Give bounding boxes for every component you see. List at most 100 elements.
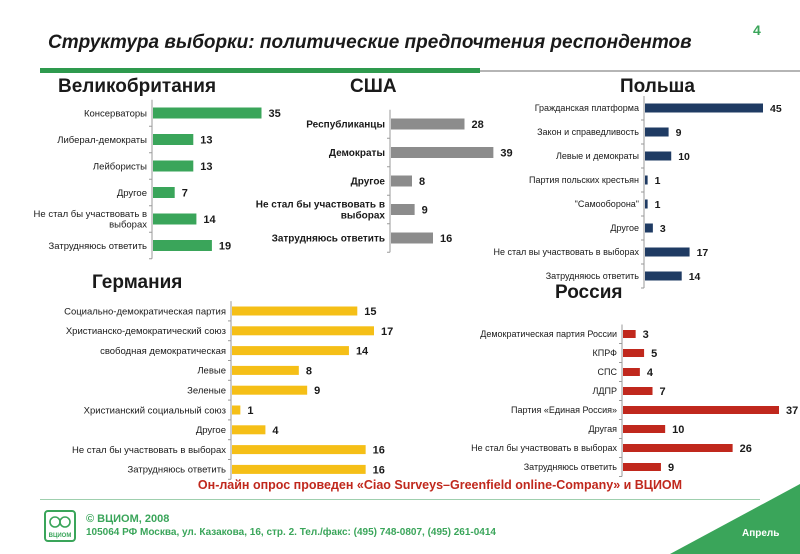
value-label: 4 — [272, 425, 279, 437]
chart-uk: Консерваторы 35 Либерал-демократы 13 Лейбори… — [34, 99, 281, 260]
bar-germany-0 — [232, 306, 358, 316]
chart-russia: Демократическая партия России 3 КПРФ 5 СПС 4 Л… — [471, 324, 798, 477]
bar-uk-1 — [153, 134, 194, 145]
value-label: 8 — [419, 176, 425, 188]
bar-russia-5 — [623, 425, 666, 433]
value-label: 9 — [668, 462, 674, 474]
bar-germany-6 — [232, 425, 266, 435]
bar-russia-1 — [623, 349, 645, 357]
category-label: Не стал бы участвовать в выборах — [34, 209, 148, 230]
value-label: 13 — [200, 134, 212, 146]
category-label: Затрудняюсь ответить — [546, 271, 640, 281]
category-label: Христианско-демократический союз — [66, 326, 226, 337]
bar-germany-8 — [232, 464, 366, 474]
value-label: 35 — [269, 108, 281, 120]
bar-usa-1 — [391, 147, 494, 158]
corner-label: Апрель — [742, 528, 780, 539]
category-label: Другое — [196, 425, 226, 436]
bar-uk-3 — [153, 187, 175, 198]
category-label: Затрудняюсь ответить — [272, 234, 385, 245]
bar-usa-2 — [391, 175, 412, 187]
category-label: КПРФ — [593, 348, 618, 358]
category-label: Демократы — [329, 148, 385, 159]
chart-title-usa: США — [350, 76, 397, 97]
value-label: 9 — [422, 204, 428, 216]
category-label: Другая — [589, 424, 618, 434]
chart-title-uk: Великобритания — [58, 76, 217, 97]
value-label: 16 — [373, 464, 385, 476]
bar-uk-5 — [153, 240, 212, 251]
category-label: ЛДПР — [593, 386, 617, 396]
bar-germany-1 — [232, 326, 374, 336]
value-label: 3 — [643, 329, 649, 341]
value-label: 16 — [440, 233, 452, 245]
logo-caption: ВЦИОМ — [48, 533, 72, 539]
bar-germany-4 — [232, 385, 308, 395]
bar-usa-0 — [391, 118, 465, 130]
chart-usa: Республиканцы 28 Демократы 39 Другое 8 Не стал… — [256, 109, 513, 253]
bar-uk-2 — [153, 160, 194, 172]
value-label: 7 — [182, 187, 188, 199]
address: 105064 РФ Москва, ул. Казакова, 16, стр.… — [86, 527, 496, 538]
bar-poland-2 — [645, 151, 672, 161]
bar-usa-4 — [391, 232, 433, 244]
category-label: Другое — [351, 177, 386, 188]
category-label: Затрудняюсь ответить — [128, 465, 227, 476]
bar-germany-5 — [232, 405, 241, 415]
corner-decoration — [670, 484, 800, 554]
value-label: 17 — [381, 326, 393, 338]
value-label: 8 — [306, 365, 312, 377]
value-label: 16 — [373, 445, 385, 457]
bar-poland-5 — [645, 223, 653, 233]
chart-title-poland: Польша — [620, 76, 695, 97]
category-label: Левые — [197, 366, 226, 377]
bar-poland-3 — [645, 175, 648, 185]
value-label: 14 — [689, 271, 701, 283]
bar-russia-0 — [623, 330, 636, 338]
category-label: Лейбористы — [93, 161, 147, 172]
value-label: 45 — [770, 103, 782, 115]
value-label: 14 — [203, 214, 216, 226]
value-label: 19 — [219, 240, 231, 252]
chart-germany: Социально-демократическая партия 15 Христи… — [64, 301, 393, 480]
bar-poland-6 — [645, 247, 690, 257]
value-label: 10 — [672, 424, 684, 436]
value-label: 9 — [676, 127, 682, 139]
page-title: Структура выборки: политические предпочт… — [48, 32, 692, 53]
survey-note: Он-лайн опрос проведен «Ciao Surveys–Gre… — [197, 478, 683, 492]
value-label: 26 — [740, 443, 752, 455]
bar-russia-2 — [623, 368, 640, 376]
bar-germany-3 — [232, 365, 299, 375]
value-label: 7 — [660, 386, 666, 398]
category-label: Либерал-демократы — [57, 135, 147, 146]
bar-usa-3 — [391, 204, 415, 215]
category-label: Левые и демократы — [556, 151, 639, 161]
category-label: Не стал вы участвовать в выборах — [493, 247, 639, 257]
value-label: 28 — [472, 119, 484, 131]
page-number: 4 — [753, 22, 761, 38]
value-label: 15 — [364, 306, 376, 318]
value-label: 5 — [651, 348, 657, 360]
category-label: "Самооборона" — [575, 199, 639, 209]
value-label: 4 — [647, 367, 654, 379]
value-label: 17 — [697, 247, 709, 259]
value-label: 3 — [660, 223, 666, 235]
category-label: Затрудняюсь ответить — [524, 462, 618, 472]
category-label: Другое — [610, 223, 639, 233]
bar-russia-6 — [623, 444, 733, 452]
value-label: 13 — [200, 161, 212, 173]
category-label: Демократическая партия России — [480, 329, 617, 339]
category-label: Затрудняюсь ответить — [49, 241, 148, 252]
value-label: 37 — [786, 405, 798, 417]
value-label: 1 — [655, 175, 661, 187]
value-label: 1 — [655, 199, 661, 211]
value-label: 9 — [314, 385, 320, 397]
category-label: Зеленые — [187, 386, 226, 397]
footer-divider — [40, 499, 760, 500]
category-label: Консерваторы — [84, 108, 147, 119]
bar-germany-2 — [232, 346, 349, 356]
chart-title-russia: Россия — [555, 282, 623, 303]
bar-germany-7 — [232, 445, 366, 455]
category-label: Не стал бы участвовать в выборах — [72, 445, 226, 456]
category-label: Другое — [117, 188, 147, 199]
